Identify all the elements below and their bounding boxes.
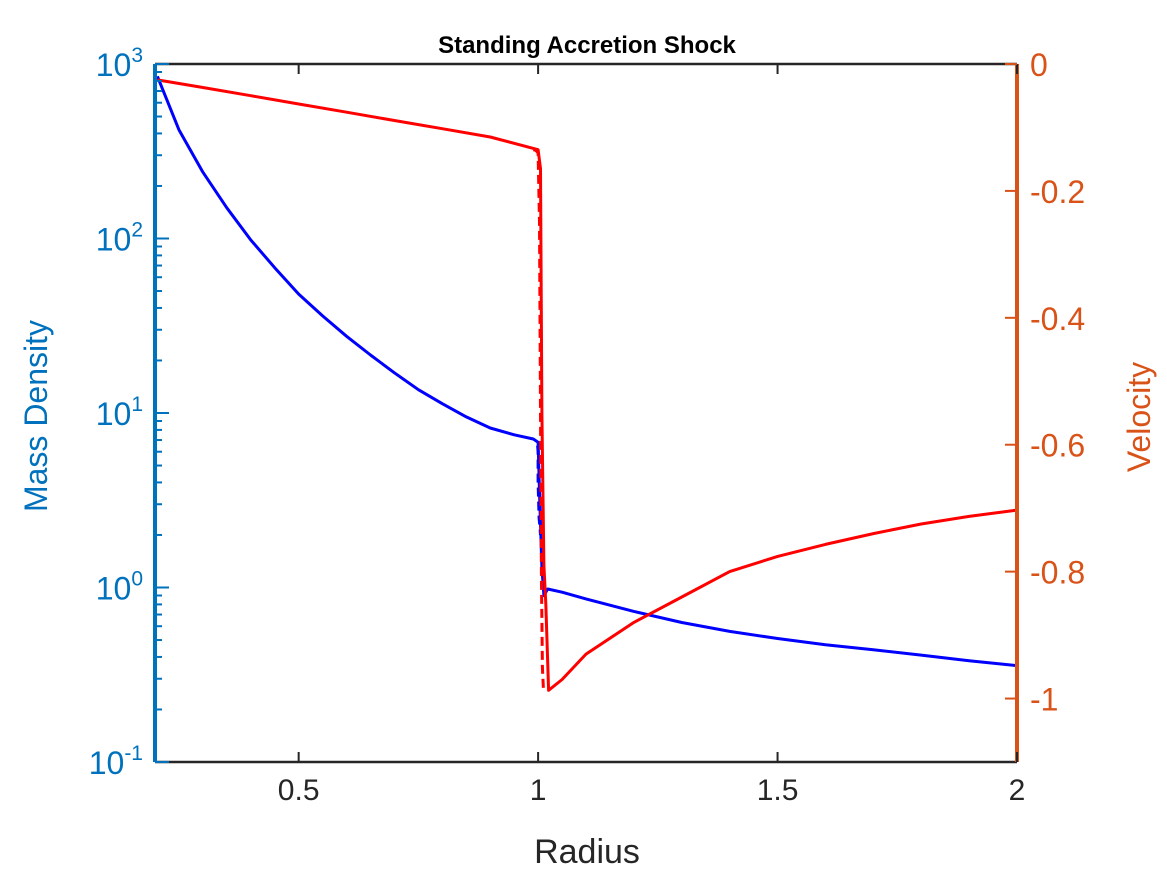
y-axis-right: 0 -0.2 -0.4 -0.6 -0.8 -1: [1005, 47, 1085, 718]
y-left-tick-label: 10-1: [89, 742, 143, 781]
x-tick-label: 1.5: [757, 774, 799, 807]
y-right-tick-label: -1: [1030, 682, 1058, 718]
y-axis-left-label: Mass Density: [18, 320, 54, 512]
y-left-tick-label: 101: [96, 393, 143, 432]
series-layer: [156, 75, 1018, 692]
x-tick-label: 1: [530, 774, 547, 807]
y-axis-right-label: Velocity: [1121, 362, 1157, 472]
series-left-solid-line: [156, 75, 1018, 668]
plot-frame: [153, 62, 1019, 764]
chart-title: Standing Accretion Shock: [438, 32, 736, 59]
y-right-tick-label: -0.6: [1030, 428, 1085, 464]
y-right-tick-label: -0.4: [1030, 301, 1085, 337]
series-right-solid-line: [157, 78, 1018, 692]
x-axis-label: Radius: [534, 833, 640, 871]
y-left-tick-label: 103: [96, 44, 143, 83]
series-left-dashed-line: [536, 445, 542, 536]
y-axis-left: 10-1 100 101 102 103: [89, 44, 169, 781]
series-right-dashed-line: [532, 148, 545, 690]
y-left-tick-label: 100: [96, 568, 143, 607]
y-right-tick-label: 0: [1030, 47, 1048, 83]
x-tick-label: 2: [1009, 774, 1026, 807]
x-axis: 0.5 1 1.5 2: [278, 64, 1026, 807]
x-tick-label: 0.5: [278, 774, 320, 807]
y-right-tick-label: -0.8: [1030, 555, 1085, 591]
y-left-tick-label: 102: [96, 219, 143, 258]
y-right-tick-label: -0.2: [1030, 174, 1085, 210]
